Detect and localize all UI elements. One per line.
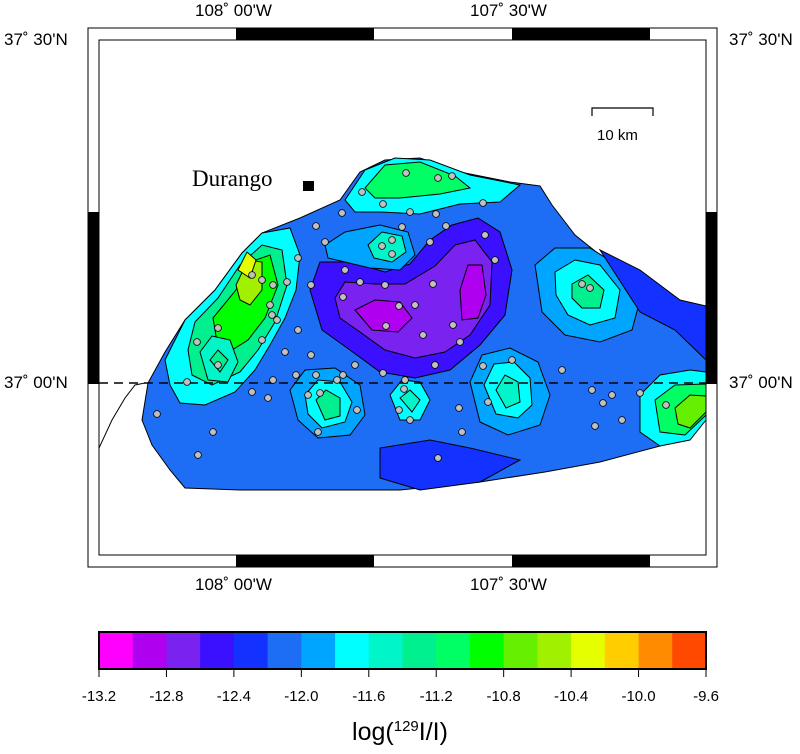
colorbar-tick-label: -12.0 [284,688,319,705]
colorbar-tick-label: -12.8 [149,688,184,705]
colorbar-border [98,631,707,670]
contour-region-n-2 [364,161,472,199]
colorbar-ticks [98,669,707,677]
colorbar-title-superscript: 129 [393,718,419,735]
colorbar-cell [99,632,134,669]
colorbar-tick-label: -13.2 [81,688,117,705]
contour-region-se-3 [495,374,521,409]
colorbar-cell [436,632,471,669]
longitude-label-bottom-107-30: 107˚ 30'W [470,575,547,594]
contour-region-east-band [598,248,706,361]
colorbar-title: log(129I/I) [352,718,448,747]
colorbar-tick-label: -10.4 [554,688,589,705]
colorbar-cell [672,632,707,669]
colorbar [99,632,707,669]
colorbar-tick-label: -10.0 [621,688,656,705]
contour-region-s-2 [399,389,421,413]
colorbar-cell [166,632,201,669]
colorbar-cell [233,632,269,669]
colorbar-cell [469,632,505,669]
colorbar-tick-label: -10.8 [486,688,521,705]
colorbar-cell [537,632,572,669]
contour-field [99,157,706,491]
city-marker [303,181,314,191]
colorbar-tick-label: -12.4 [216,688,251,705]
contour-region-lobe-a-2 [367,231,407,263]
colorbar-cell [200,632,235,669]
latitude-label-left-37-00: 37˚ 00'N [4,373,68,392]
sample-points [153,169,670,462]
colorbar-tick-label: -9.6 [693,688,719,705]
longitude-label-top-107-30: 107˚ 30'W [470,1,547,20]
contour-region-south-band [379,439,522,491]
colorbar-title-suffix: I/I) [418,718,448,746]
longitude-label-bottom-108: 108˚ 00'W [195,575,272,594]
contour-region-sw-3 [315,389,341,421]
colorbar-cell [604,632,640,669]
frame-bars [88,28,717,567]
contour-region-ecorner-3 [674,394,706,429]
colorbar-title-prefix: log( [352,718,394,746]
colorbar-cell [571,632,606,669]
longitude-label-top-108: 108˚ 00'W [195,1,272,20]
state-boundary-line [99,382,146,449]
scale-label: 10 km [597,127,638,144]
colorbar-cell [267,632,302,669]
colorbar-cell [132,632,167,669]
scale-bar [591,107,654,116]
colorbar-cell [301,632,336,669]
latitude-label-right-37-00: 37˚ 00'N [729,373,793,392]
contour-region-center-4 [459,264,487,321]
latitude-label-right-37-30: 37˚ 30'N [729,30,793,49]
colorbar-cell [638,632,673,669]
latitude-label-left-37-30: 37˚ 30'N [4,30,68,49]
colorbar-cell [335,632,370,669]
colorbar-tick-label: -11.6 [352,688,386,705]
colorbar-cell [402,632,437,669]
colorbar-cell [503,632,538,669]
colorbar-tick-label: -11.2 [419,688,453,705]
city-label: Durango [192,166,273,191]
colorbar-cell [368,632,403,669]
